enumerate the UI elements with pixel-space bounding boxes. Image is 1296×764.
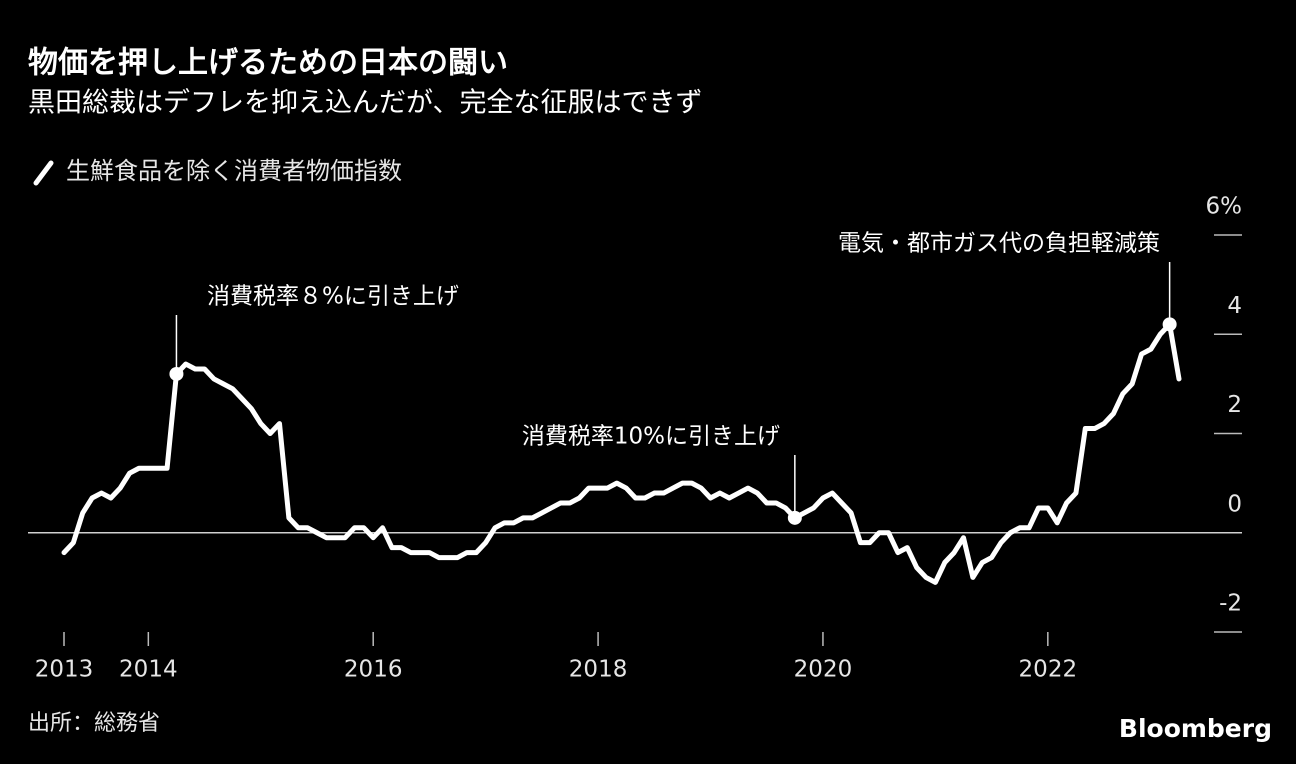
brand: Bloomberg — [1119, 714, 1272, 743]
chart-title: 物価を押し上げるための日本の闘い — [28, 46, 508, 81]
y-tick-label: 0 — [1227, 491, 1242, 517]
source: 出所：総務省 — [28, 711, 160, 736]
legend-label: 生鮮食品を除く消費者物価指数 — [66, 157, 402, 185]
x-tick-label: 2013 — [35, 657, 94, 683]
x-tick-label: 2022 — [1019, 657, 1078, 683]
x-tick-label: 2014 — [119, 657, 178, 683]
y-tick-label: 4 — [1227, 293, 1242, 319]
annotation-dot — [1162, 317, 1177, 332]
y-tick-label: 2 — [1227, 392, 1242, 418]
annotation: 電気・都市ガス代の負担軽減策 — [838, 231, 1160, 257]
x-tick-label: 2020 — [794, 657, 853, 683]
legend-swatch — [33, 160, 54, 186]
annotation-dot — [787, 510, 802, 525]
chart-subtitle: 黒田総裁はデフレを抑え込んだが、完全な征服はできず — [28, 88, 702, 119]
y-tick-label: 6% — [1206, 194, 1243, 220]
annotation: 消費税率10%に引き上げ — [522, 424, 780, 450]
x-tick-label: 2018 — [569, 657, 628, 683]
y-tick-label: -2 — [1219, 591, 1242, 617]
annotation-dot — [169, 366, 184, 381]
annotation: 消費税率８%に引き上げ — [207, 284, 459, 310]
data-line — [61, 321, 1182, 585]
x-tick-label: 2016 — [344, 657, 403, 683]
